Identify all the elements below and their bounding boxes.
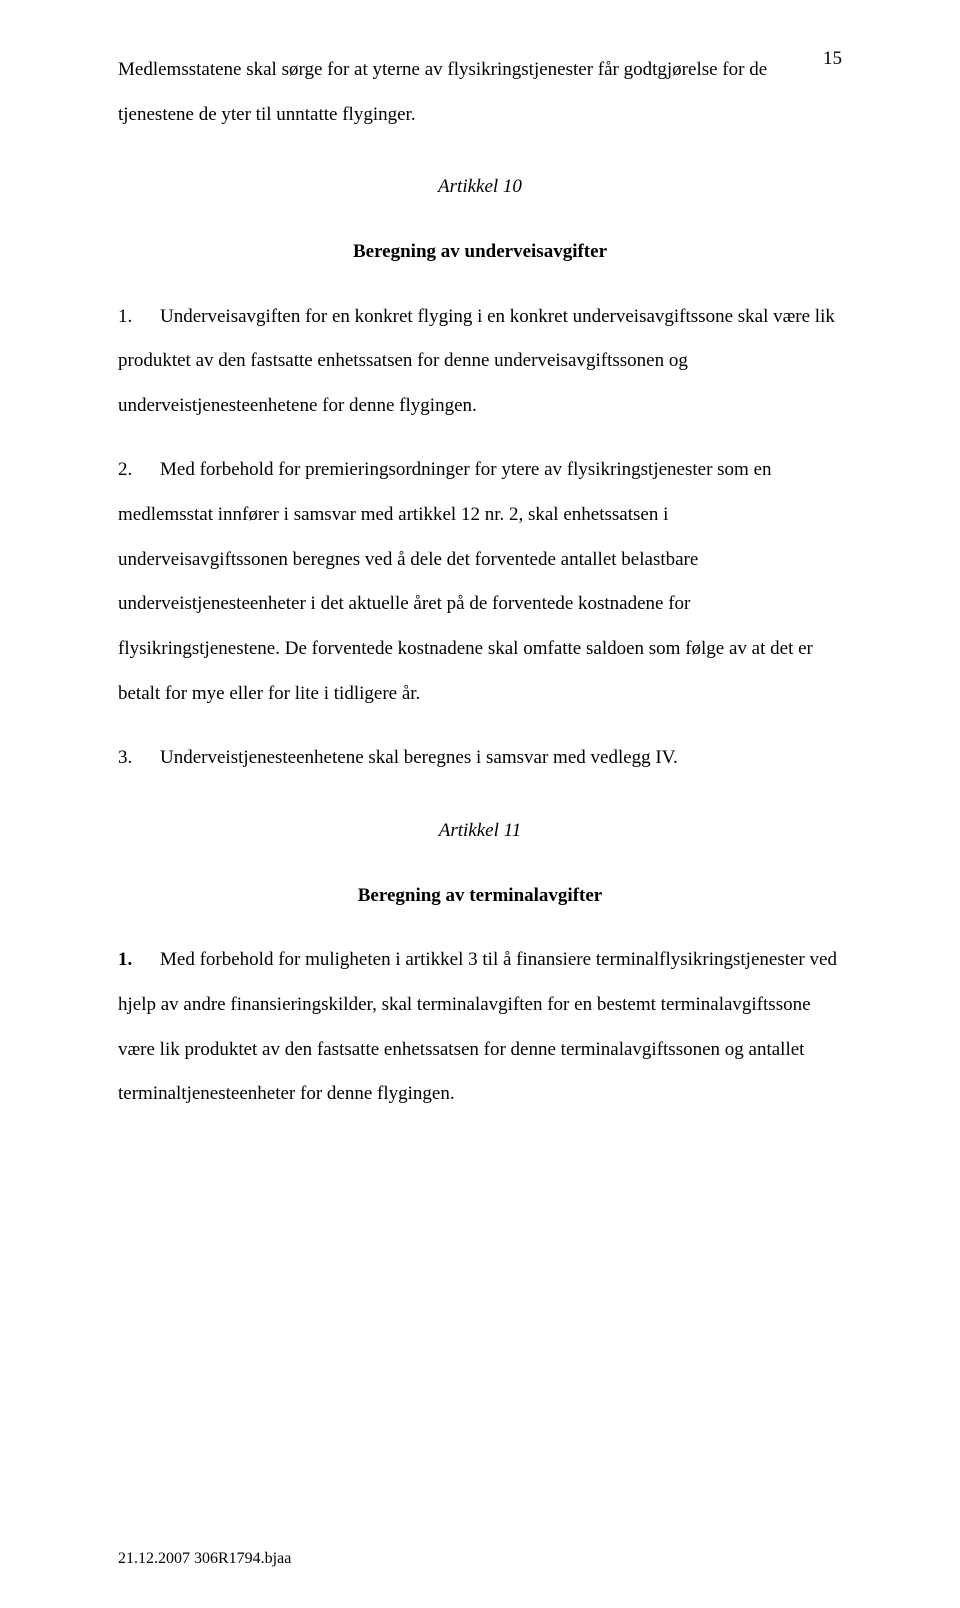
list-number: 3. (118, 736, 160, 781)
article-11-p1: 1.Med forbehold for muligheten i artikke… (118, 938, 842, 1117)
paragraph-text: Med forbehold for muligheten i artikkel … (118, 949, 837, 1104)
article-11-title: Artikkel 11 (118, 809, 842, 854)
paragraph-text: Underveisavgiften for en konkret flyging… (118, 306, 835, 416)
article-10-heading: Beregning av underveisavgifter (118, 230, 842, 275)
article-10-p2: 2.Med forbehold for premieringsordninger… (118, 448, 842, 716)
list-number: 1. (118, 295, 160, 340)
paragraph-text: Underveistjenesteenhetene skal beregnes … (160, 747, 678, 768)
intro-paragraph: Medlemsstatene skal sørge for at yterne … (118, 48, 842, 137)
article-11-heading: Beregning av terminalavgifter (118, 874, 842, 919)
page-number: 15 (823, 48, 842, 70)
list-number: 1. (118, 938, 160, 983)
document-body: Medlemsstatene skal sørge for at yterne … (118, 48, 842, 1117)
list-number: 2. (118, 448, 160, 493)
article-10-p3: 3.Underveistjenesteenhetene skal beregne… (118, 736, 842, 781)
paragraph-text: Med forbehold for premieringsordninger f… (118, 459, 813, 703)
article-10-p1: 1.Underveisavgiften for en konkret flygi… (118, 295, 842, 429)
article-10-title: Artikkel 10 (118, 165, 842, 210)
footer-text: 21.12.2007 306R1794.bjaa (118, 1550, 291, 1568)
